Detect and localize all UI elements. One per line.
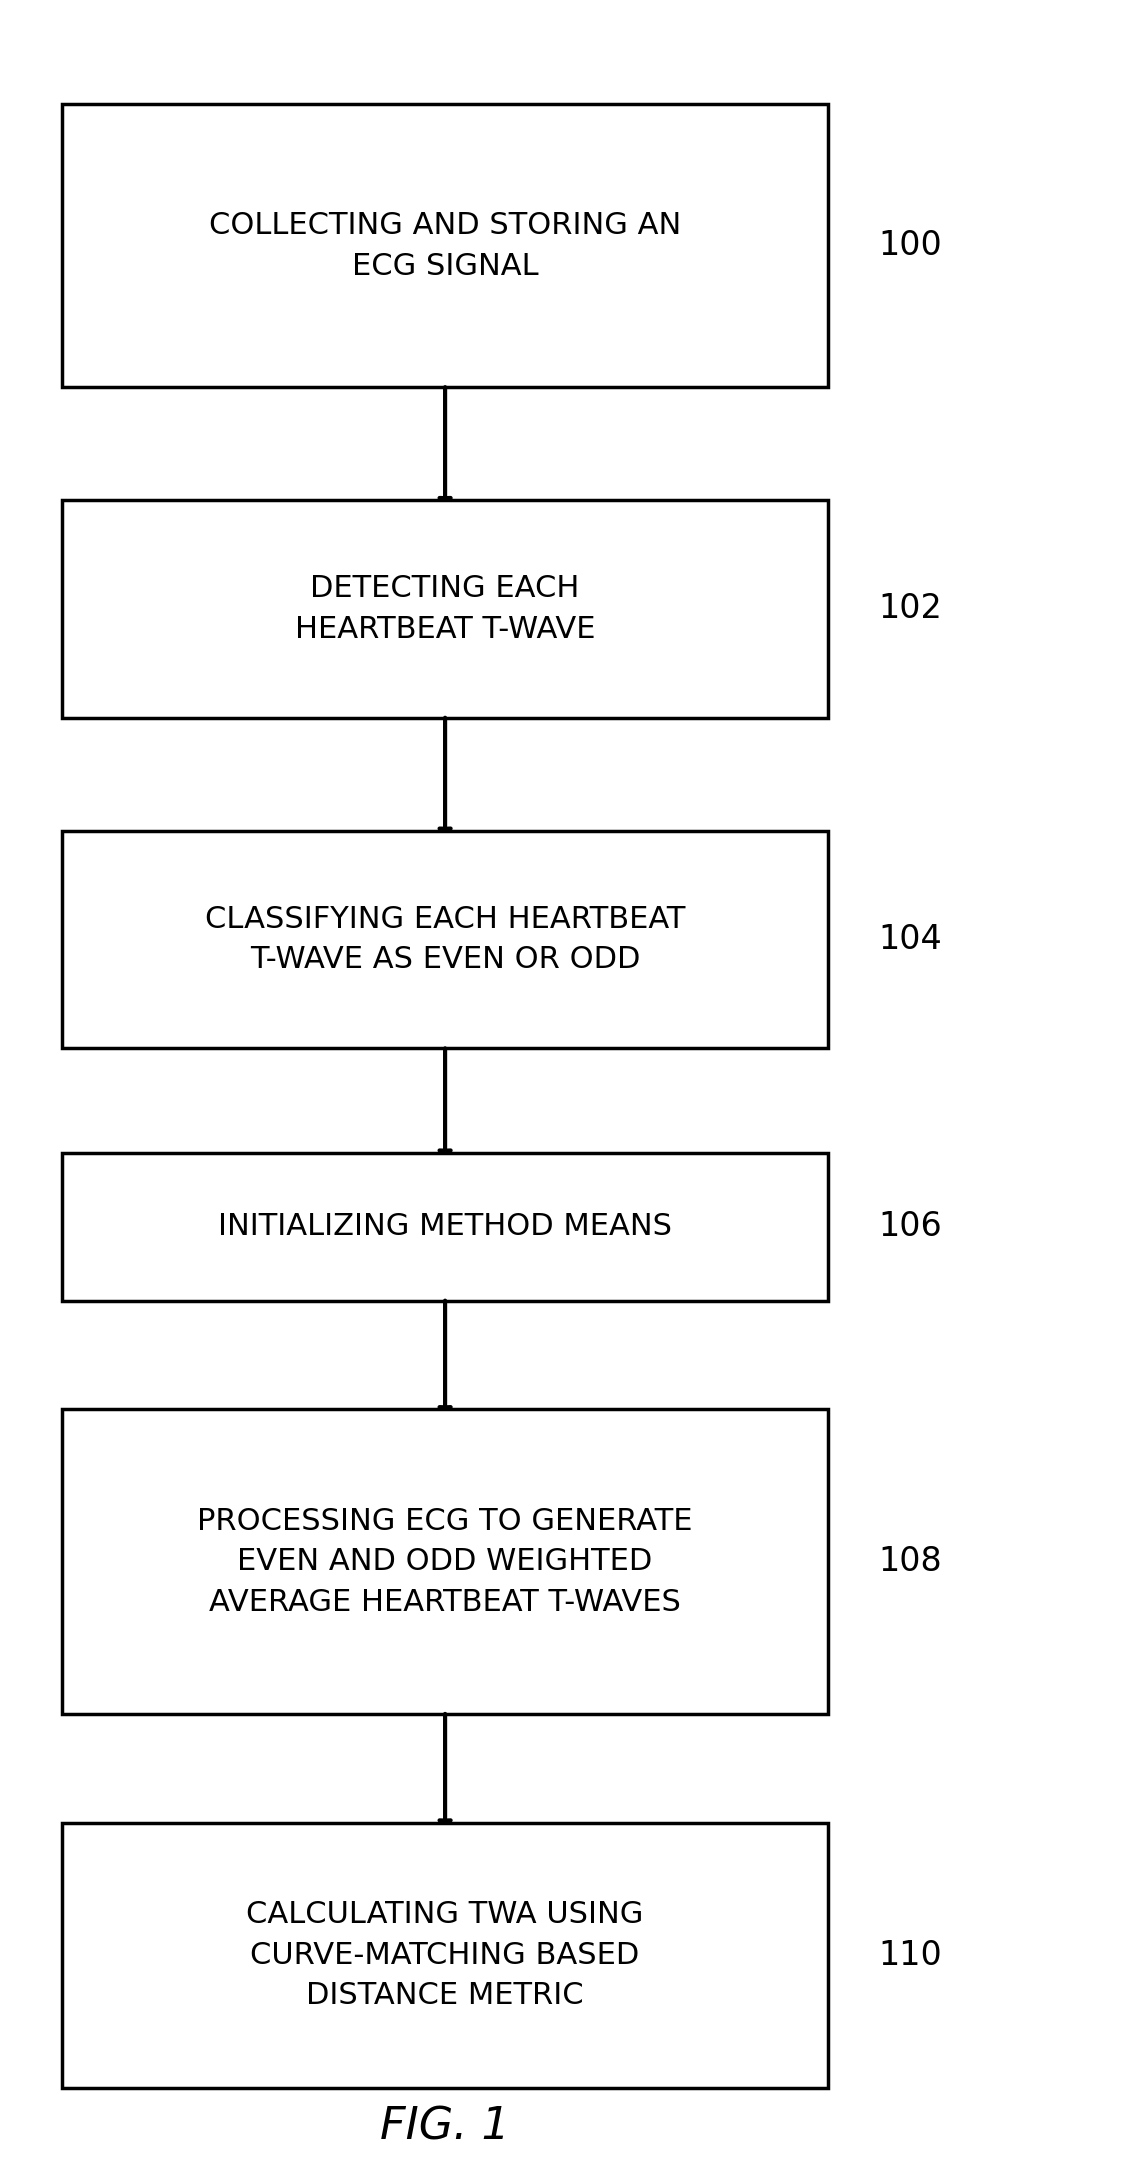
- Text: 108: 108: [879, 1544, 942, 1579]
- Text: 102: 102: [879, 592, 942, 626]
- Text: 100: 100: [879, 228, 942, 263]
- FancyBboxPatch shape: [62, 1409, 828, 1714]
- FancyBboxPatch shape: [62, 831, 828, 1048]
- Text: FIG. 1: FIG. 1: [380, 2105, 510, 2149]
- Text: 110: 110: [879, 1938, 942, 1973]
- Text: 104: 104: [879, 922, 942, 957]
- Text: PROCESSING ECG TO GENERATE
EVEN AND ODD WEIGHTED
AVERAGE HEARTBEAT T-WAVES: PROCESSING ECG TO GENERATE EVEN AND ODD …: [197, 1507, 693, 1616]
- FancyBboxPatch shape: [62, 104, 828, 387]
- Text: DETECTING EACH
HEARTBEAT T-WAVE: DETECTING EACH HEARTBEAT T-WAVE: [295, 574, 595, 644]
- Text: CALCULATING TWA USING
CURVE-MATCHING BASED
DISTANCE METRIC: CALCULATING TWA USING CURVE-MATCHING BAS…: [246, 1901, 644, 2010]
- FancyBboxPatch shape: [62, 1823, 828, 2088]
- Text: CLASSIFYING EACH HEARTBEAT
T-WAVE AS EVEN OR ODD: CLASSIFYING EACH HEARTBEAT T-WAVE AS EVE…: [205, 905, 685, 974]
- Text: 106: 106: [879, 1209, 942, 1244]
- Text: INITIALIZING METHOD MEANS: INITIALIZING METHOD MEANS: [218, 1211, 672, 1242]
- FancyBboxPatch shape: [62, 500, 828, 718]
- FancyBboxPatch shape: [62, 1153, 828, 1301]
- Text: COLLECTING AND STORING AN
ECG SIGNAL: COLLECTING AND STORING AN ECG SIGNAL: [209, 211, 682, 281]
